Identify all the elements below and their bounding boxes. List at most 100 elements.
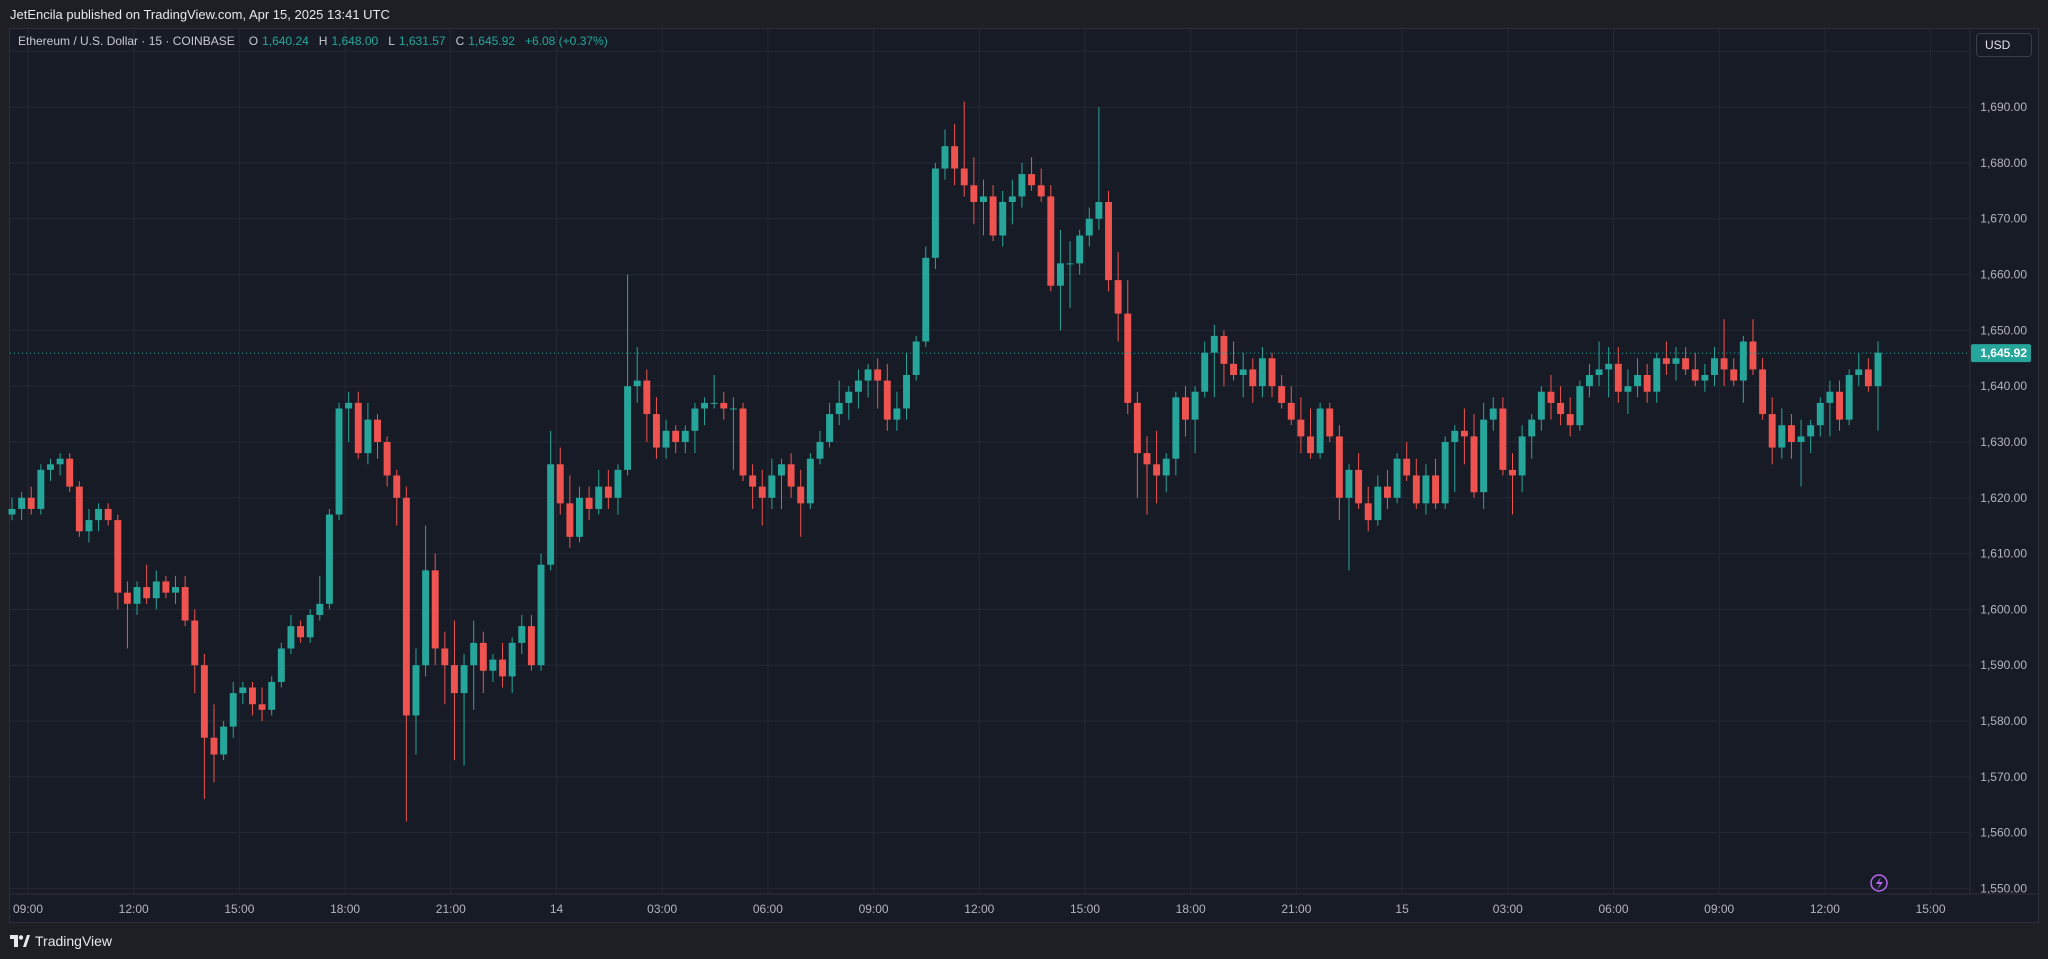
candle-body — [316, 603, 324, 615]
y-tick-label: 1,600.00 — [1980, 602, 2027, 616]
candle-body — [1355, 469, 1363, 504]
candle-body — [66, 458, 74, 487]
candle-body — [710, 402, 718, 404]
y-tick-label: 1,570.00 — [1980, 770, 2027, 784]
candle-body — [903, 375, 910, 409]
candle-body — [643, 380, 651, 415]
candle-body — [989, 196, 997, 236]
symbol-title[interactable]: Ethereum / U.S. Dollar · 15 · COINBASE — [18, 34, 235, 48]
candle-body — [1845, 375, 1853, 420]
high-value: 1,648.00 — [331, 34, 379, 48]
candle-body — [1220, 335, 1228, 364]
candle-body — [450, 665, 458, 694]
x-tick-label: 12:00 — [119, 902, 149, 916]
candle-body — [1566, 414, 1574, 426]
low-value: 1,631.57 — [398, 34, 446, 48]
candle-body — [1864, 369, 1872, 387]
candle-body — [816, 441, 824, 459]
candle-body — [1326, 408, 1334, 437]
candle-body — [1133, 402, 1141, 454]
candle-body — [1451, 430, 1459, 442]
candle-body — [1201, 352, 1209, 392]
candle-body — [1249, 369, 1257, 387]
candle-body — [1537, 391, 1545, 420]
candle-body — [1364, 503, 1372, 521]
candle-body — [970, 185, 978, 202]
candle-body — [1105, 202, 1112, 281]
candle-body — [297, 626, 305, 638]
candle-body — [1268, 358, 1276, 387]
candle-body — [547, 464, 555, 565]
footer-bar: TradingView — [0, 923, 2048, 959]
y-tick-label: 1,560.00 — [1980, 826, 2027, 840]
candle-body — [277, 648, 285, 682]
candle-body — [47, 464, 54, 470]
y-tick-label: 1,660.00 — [1980, 268, 2027, 282]
publish-info: JetEncila published on TradingView.com, … — [10, 6, 390, 22]
candle-body — [383, 441, 391, 476]
candle-body — [1855, 369, 1863, 375]
last-price-tag — [1971, 344, 2031, 363]
replay-lightning-icon[interactable] — [1870, 874, 1888, 892]
candle-body — [1383, 486, 1391, 498]
candle-body — [172, 587, 179, 593]
candle-body — [912, 341, 920, 375]
candle-body — [239, 687, 247, 694]
candle-body — [335, 408, 343, 515]
candle-body — [162, 581, 170, 593]
candle-body — [325, 514, 333, 604]
publish-bar: JetEncila published on TradingView.com, … — [0, 0, 2048, 28]
candle-body — [980, 196, 987, 202]
tradingview-logo[interactable]: TradingView — [10, 933, 112, 949]
candle-body — [633, 380, 641, 387]
candle-body — [1335, 436, 1343, 498]
candle-body — [306, 614, 314, 638]
y-tick-label: 1,610.00 — [1980, 547, 2027, 561]
candle-body — [1691, 369, 1699, 381]
candle-body — [1124, 313, 1132, 403]
candle-body — [220, 726, 228, 755]
y-tick-label: 1,680.00 — [1980, 156, 2027, 170]
candle-body — [672, 430, 680, 442]
candle-body — [614, 469, 622, 498]
candle-body — [720, 402, 728, 409]
y-tick-label: 1,590.00 — [1980, 658, 2027, 672]
candle-body — [1470, 436, 1478, 493]
candle-body — [1239, 369, 1247, 375]
candle-body — [999, 202, 1007, 236]
candle-body — [1403, 458, 1411, 476]
candle-body — [518, 626, 526, 643]
candle-body — [1739, 341, 1747, 381]
candle-body — [864, 369, 872, 381]
candle-body — [1018, 174, 1026, 197]
candle-body — [1316, 408, 1324, 454]
candle-body — [268, 681, 276, 710]
x-tick-label: 12:00 — [1810, 902, 1840, 916]
candle-body — [1672, 358, 1680, 364]
candle-body — [1393, 458, 1401, 498]
candle-body — [566, 503, 574, 537]
candle-body — [652, 414, 660, 448]
last-price-label: 1,645.92 — [1980, 346, 2027, 360]
candle-body — [758, 486, 766, 498]
candle-body — [1711, 358, 1718, 375]
candle-body — [1528, 419, 1536, 437]
candle-body — [210, 737, 218, 755]
candle-body — [845, 391, 853, 403]
currency-selector[interactable]: USD — [1976, 33, 2032, 57]
candle-body — [1836, 391, 1843, 420]
candle-body — [479, 642, 487, 671]
candle-body — [1460, 430, 1468, 437]
candle-body — [1826, 391, 1834, 403]
x-tick-label: 21:00 — [1281, 902, 1311, 916]
candle-body — [1682, 358, 1690, 370]
candle-body — [662, 430, 670, 448]
candle-body — [104, 508, 112, 521]
candle-body — [1278, 386, 1286, 403]
candle-body — [95, 508, 103, 521]
x-tick-label: 15 — [1395, 902, 1409, 916]
candle-body — [249, 687, 256, 705]
candle-body — [470, 642, 478, 666]
candle-body — [1297, 419, 1305, 437]
